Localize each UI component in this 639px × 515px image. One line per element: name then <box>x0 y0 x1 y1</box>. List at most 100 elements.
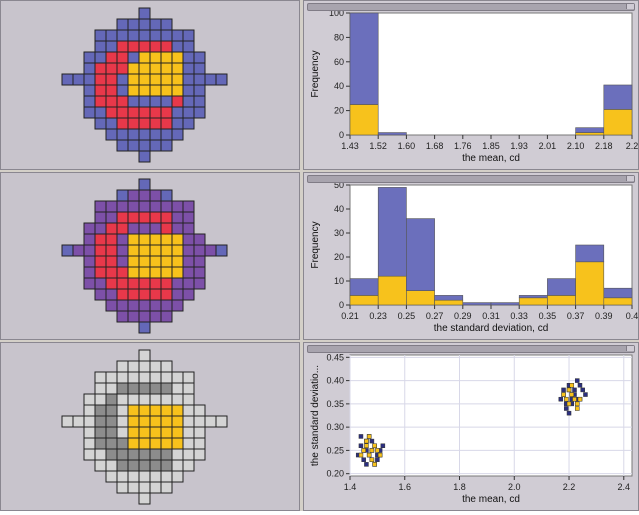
histogram-bar[interactable] <box>490 302 520 306</box>
histogram-bar[interactable] <box>575 244 605 263</box>
scatter-point[interactable] <box>566 410 572 416</box>
histogram-bar[interactable] <box>603 287 633 299</box>
histogram-bar[interactable] <box>518 295 548 299</box>
scatter-point[interactable] <box>358 434 364 439</box>
grid-cell <box>171 117 184 130</box>
histogram-bar[interactable] <box>349 12 379 105</box>
scatter-point[interactable] <box>583 392 588 397</box>
histogram-bar[interactable] <box>575 132 605 136</box>
x-tick-label: 2.10 <box>567 141 585 151</box>
scatter-point[interactable] <box>375 457 380 462</box>
scatter-point[interactable] <box>366 434 372 439</box>
scatter-point[interactable] <box>364 462 369 467</box>
grid-cell <box>204 244 217 257</box>
scatter-point[interactable] <box>574 406 580 411</box>
histogram-bar[interactable] <box>377 132 407 136</box>
grid-cell <box>94 222 107 235</box>
grid-cell <box>105 470 118 483</box>
grid-cell <box>105 73 118 86</box>
scatter-point[interactable] <box>361 448 366 453</box>
y-tick-label: 100 <box>329 8 344 18</box>
scatter-point[interactable] <box>564 406 569 411</box>
histogram-bar[interactable] <box>434 299 464 306</box>
scatter-point[interactable] <box>366 452 372 458</box>
scatter-point[interactable] <box>574 378 580 383</box>
grid-cell <box>127 106 140 119</box>
scatter-point[interactable] <box>361 457 366 462</box>
histogram-bar[interactable] <box>377 187 407 277</box>
scatter-point[interactable] <box>369 457 375 462</box>
scatter-point[interactable] <box>561 392 566 397</box>
scatter-point[interactable] <box>377 452 383 458</box>
scatter-point[interactable] <box>372 462 377 467</box>
histogram-bar[interactable] <box>575 127 605 133</box>
histogram-panel-mean: 0 20 40 60 80 100 1.43 1.52 1.60 1.68 1.76 1.85 1.93… <box>303 0 639 170</box>
grid-cell <box>149 415 162 428</box>
histogram-bar[interactable] <box>603 84 633 110</box>
scatter-point[interactable] <box>564 396 569 402</box>
histogram-bar[interactable] <box>406 218 435 291</box>
panel-titlebar[interactable] <box>307 345 635 353</box>
scatter-point[interactable] <box>577 396 583 402</box>
histogram-bar[interactable] <box>434 295 464 301</box>
x-tick-label: 2.18 <box>595 141 613 151</box>
grid-cell <box>116 73 129 86</box>
histogram-bar[interactable] <box>462 302 492 306</box>
histogram-bar[interactable] <box>575 261 605 306</box>
grid-cell <box>94 415 107 428</box>
panel-close-button[interactable] <box>626 4 634 9</box>
scatter-point[interactable] <box>364 438 369 444</box>
grid-cell <box>127 481 140 494</box>
scatter-point[interactable] <box>358 452 364 458</box>
grid-cell <box>116 470 129 483</box>
grid-cell <box>160 29 173 42</box>
scatter-point[interactable] <box>364 443 369 448</box>
panel-titlebar[interactable] <box>307 3 635 11</box>
scatter-point[interactable] <box>380 443 386 448</box>
grid-cell <box>138 51 151 64</box>
scatter-point[interactable] <box>572 387 577 393</box>
scatter-point[interactable] <box>580 387 585 393</box>
histogram-bar[interactable] <box>377 275 407 306</box>
panel-close-button[interactable] <box>626 176 634 181</box>
scatter-point[interactable] <box>561 387 566 393</box>
scatter-point[interactable] <box>566 387 572 393</box>
scatter-point[interactable] <box>577 383 583 388</box>
scatter-point[interactable] <box>569 392 575 397</box>
scatter-point[interactable] <box>375 448 380 453</box>
scatter-point[interactable] <box>369 438 375 444</box>
histogram-bar[interactable] <box>547 295 576 306</box>
scatter-point[interactable] <box>574 401 580 407</box>
histogram-bar[interactable] <box>406 290 435 306</box>
scatter-point[interactable] <box>566 401 572 407</box>
histogram-bar[interactable] <box>518 297 548 306</box>
x-tick-label: 1.43 <box>341 141 359 151</box>
grid-cell <box>105 437 118 450</box>
scatter-point[interactable] <box>572 396 577 402</box>
histogram-mean: 0 20 40 60 80 100 1.43 1.52 1.60 1.68 1.76 1.85 1.93… <box>310 8 638 164</box>
scatter-point[interactable] <box>558 396 564 402</box>
histogram-bar[interactable] <box>349 278 379 296</box>
histogram-bar[interactable] <box>547 278 576 296</box>
histogram-sd: 0 10 20 30 40 50 0.21 0.23 0.25 0.27 0.29 0.31 0.33 0… <box>310 180 638 334</box>
grid-cell <box>105 62 118 75</box>
panel-titlebar[interactable] <box>307 175 635 183</box>
histogram-bar[interactable] <box>349 104 379 136</box>
x-tick-label: 2.01 <box>539 141 557 151</box>
grid-cell <box>182 459 195 472</box>
grid-cell <box>105 393 118 406</box>
histogram-bar[interactable] <box>603 109 633 136</box>
scatter-point[interactable] <box>369 448 375 453</box>
scatter-point[interactable] <box>358 443 364 448</box>
histogram-bar[interactable] <box>349 295 379 306</box>
grid-cell <box>127 222 140 235</box>
grid-cell <box>149 288 162 301</box>
panel-close-button[interactable] <box>626 346 634 351</box>
histogram-bar[interactable] <box>603 297 633 306</box>
scatter-point[interactable] <box>372 443 377 448</box>
grid-cell <box>127 128 140 141</box>
grid-cell <box>138 349 151 362</box>
grid-cell <box>94 84 107 97</box>
grid-cell <box>171 415 184 428</box>
scatter-point[interactable] <box>569 383 575 388</box>
